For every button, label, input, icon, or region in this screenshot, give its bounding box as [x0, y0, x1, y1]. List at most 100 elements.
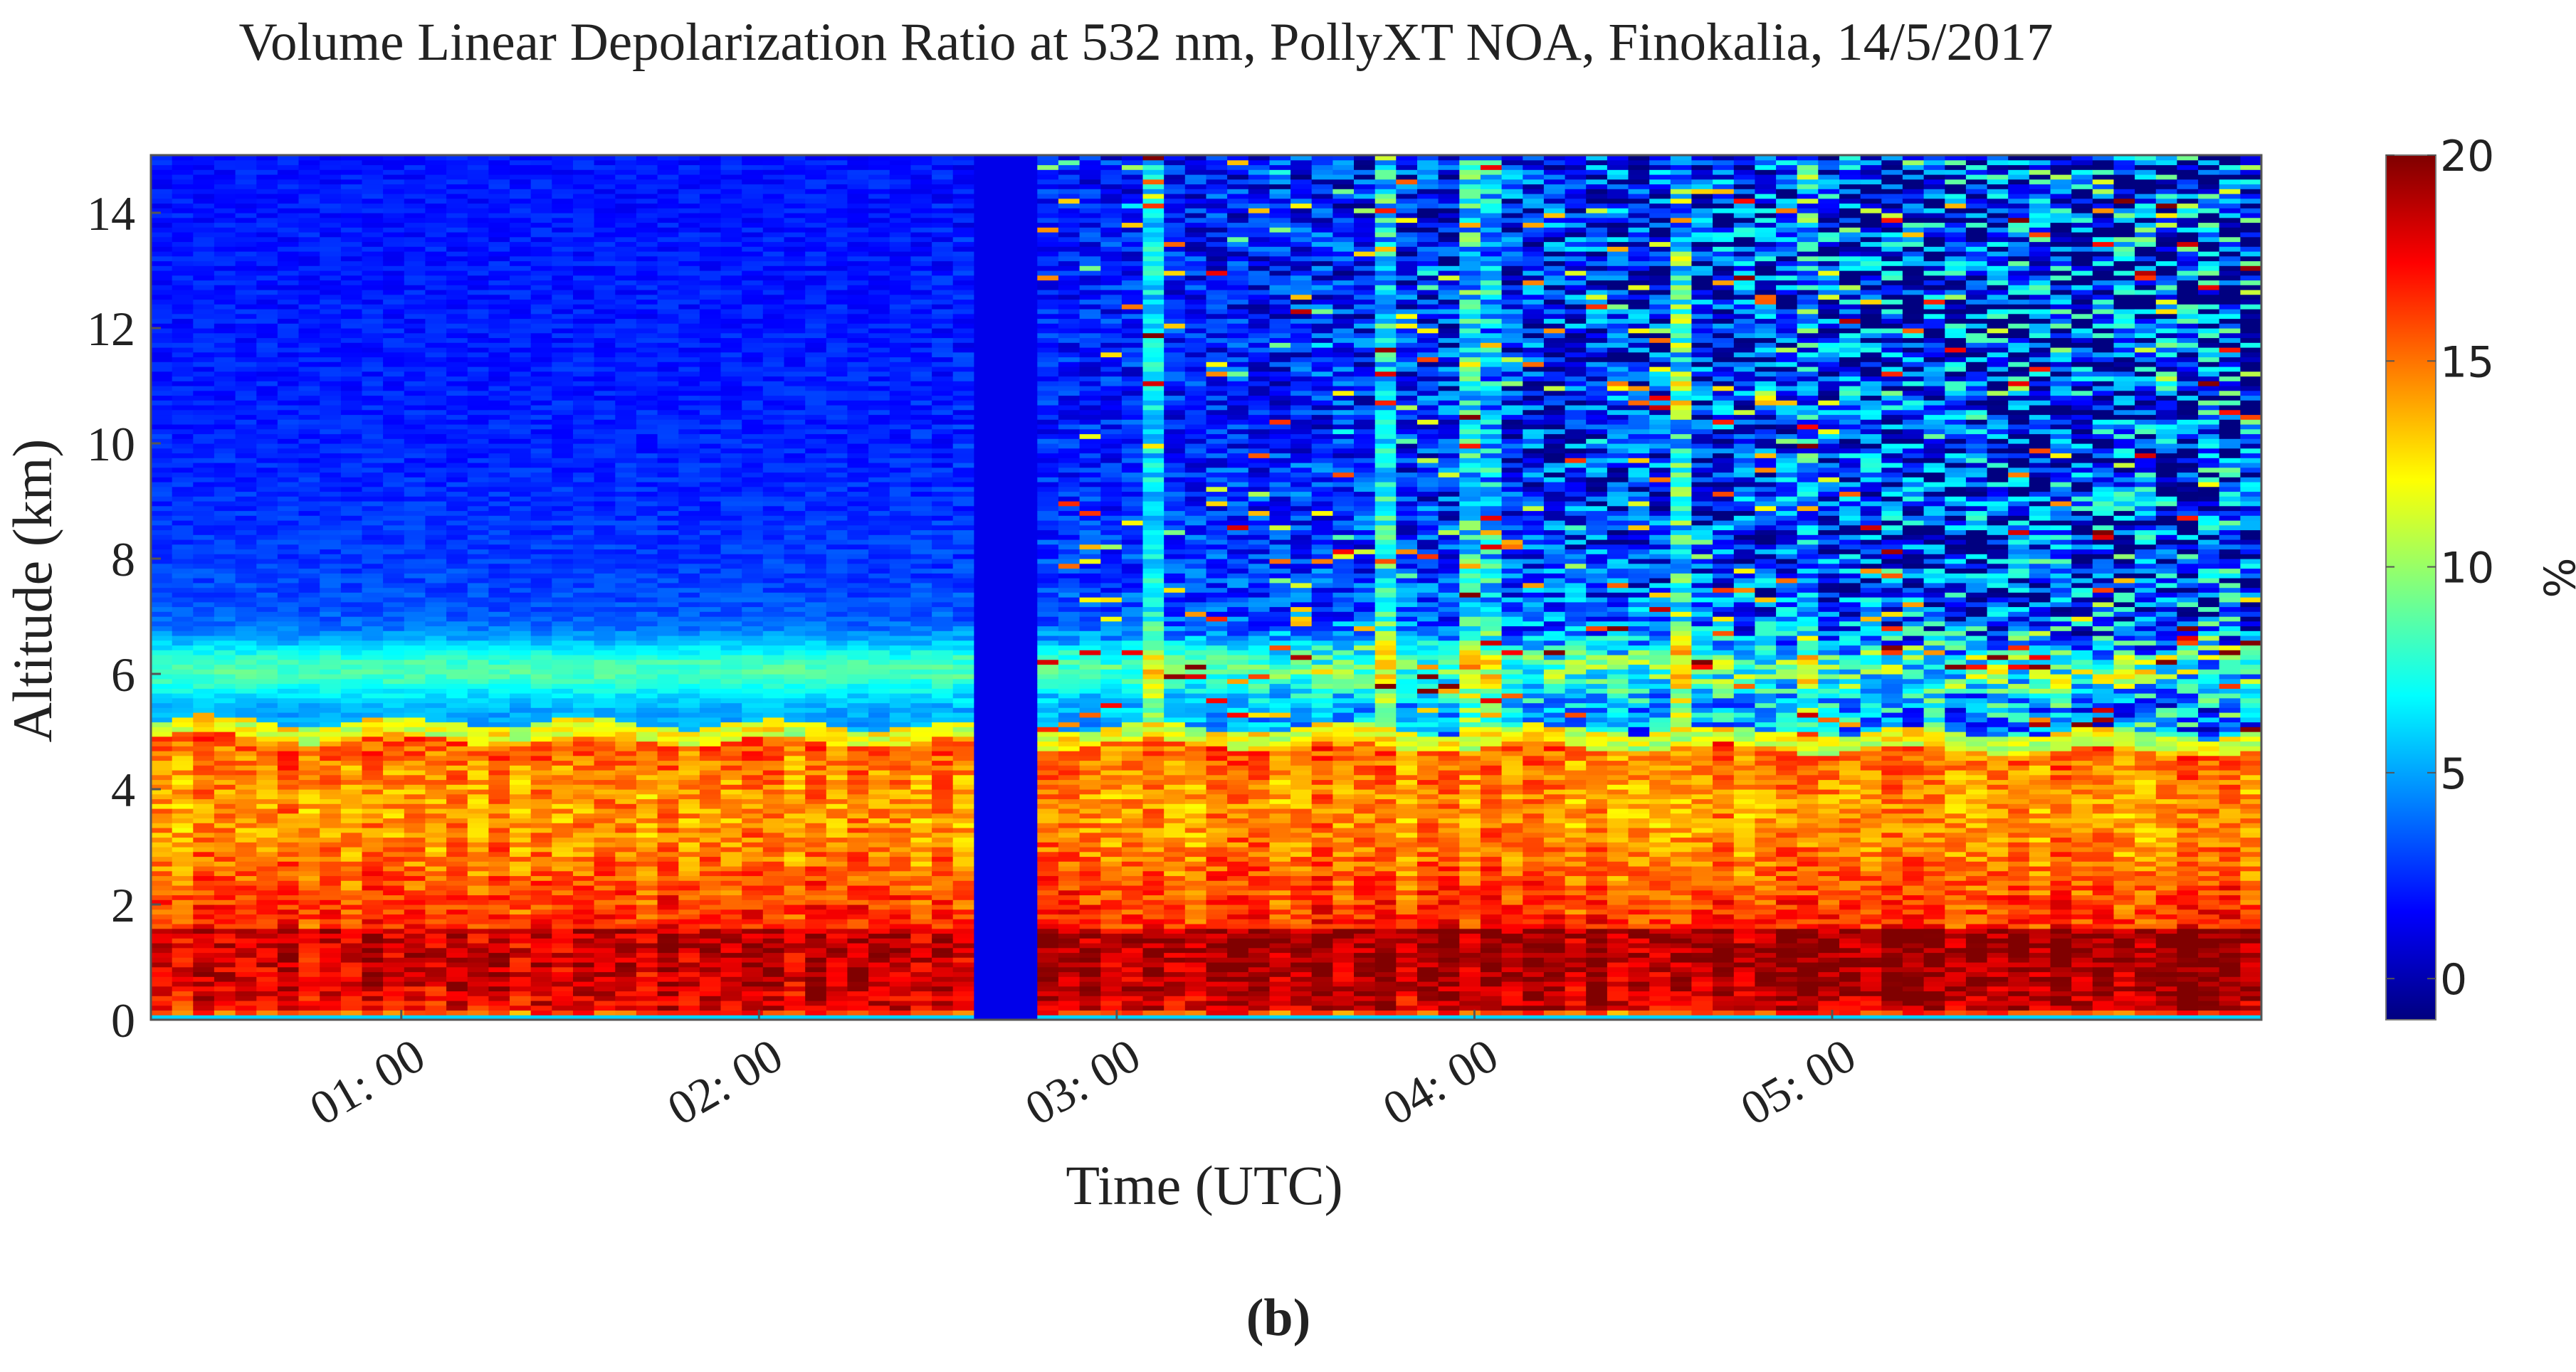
chart-title: Volume Linear Depolarization Ratio at 53…: [239, 13, 2054, 72]
heatmap-cell: [720, 683, 742, 689]
heatmap-cell: [425, 323, 447, 329]
heatmap-cell: [340, 832, 363, 838]
heatmap-cell: [256, 981, 278, 987]
heatmap-cell: [151, 520, 173, 526]
heatmap-cell: [657, 549, 679, 554]
heatmap-cell: [362, 803, 384, 809]
heatmap-cell: [467, 856, 490, 862]
heatmap-cell: [425, 962, 447, 968]
heatmap-cell: [678, 616, 700, 622]
heatmap-cell: [320, 674, 342, 680]
heatmap-cell: [467, 169, 490, 175]
heatmap-cell: [467, 520, 490, 526]
heatmap-cell: [172, 352, 194, 358]
heatmap-cell: [256, 227, 278, 233]
heatmap-cell: [720, 832, 742, 838]
heatmap-cell: [636, 813, 658, 819]
heatmap-cell: [235, 760, 257, 766]
heatmap-cell: [678, 933, 700, 939]
heatmap-cell: [172, 813, 194, 819]
heatmap-cell: [235, 895, 257, 900]
heatmap-cell: [172, 760, 194, 766]
heatmap-cell: [404, 635, 426, 641]
heatmap-cell: [172, 520, 194, 526]
heatmap-cell: [277, 669, 300, 675]
heatmap-cell: [699, 362, 722, 367]
heatmap-cell: [510, 582, 532, 589]
heatmap-cell: [678, 270, 700, 276]
heatmap-cell: [699, 880, 722, 886]
heatmap-cell: [446, 943, 468, 949]
heatmap-cell: [636, 529, 658, 535]
heatmap-cell: [657, 899, 679, 905]
heatmap-cell: [425, 198, 447, 204]
heatmap-cell: [256, 524, 278, 531]
heatmap-cell: [446, 789, 468, 795]
heatmap-cell: [699, 914, 722, 919]
heatmap-cell: [636, 467, 658, 473]
heatmap-cell: [235, 409, 257, 416]
heatmap-cell: [298, 265, 320, 271]
heatmap-cell: [594, 947, 616, 954]
heatmap-cell: [510, 669, 532, 675]
heatmap-cell: [277, 597, 300, 603]
heatmap-cell: [298, 712, 320, 718]
heatmap-cell: [594, 655, 616, 660]
heatmap-cell: [214, 659, 236, 665]
heatmap-cell: [720, 400, 742, 406]
heatmap-cell: [488, 395, 510, 401]
heatmap-cell: [720, 741, 742, 746]
heatmap-cell: [678, 371, 700, 377]
heatmap-cell: [383, 232, 405, 238]
heatmap-cell: [235, 554, 257, 559]
heatmap-cell: [510, 616, 532, 622]
heatmap-cell: [298, 722, 320, 727]
heatmap-cell: [425, 971, 447, 977]
heatmap-cell: [256, 424, 278, 430]
heatmap-cell: [214, 544, 236, 550]
heatmap-cell: [530, 386, 552, 391]
heatmap-cell: [277, 943, 300, 949]
heatmap-cell: [530, 501, 552, 507]
heatmap-cell: [151, 362, 173, 367]
heatmap-cell: [340, 774, 363, 781]
heatmap-cell: [404, 587, 426, 593]
heatmap-cell: [615, 222, 637, 228]
heatmap-cell: [320, 755, 342, 761]
heatmap-cell: [404, 971, 426, 977]
heatmap-cell: [657, 222, 679, 228]
heatmap-cell: [657, 895, 679, 900]
heatmap-cell: [298, 635, 320, 641]
heatmap-cell: [678, 386, 700, 391]
heatmap-cell: [636, 909, 658, 915]
heatmap-cell: [594, 482, 616, 487]
heatmap-cell: [320, 275, 342, 281]
heatmap-cell: [172, 582, 194, 589]
heatmap-cell: [510, 587, 532, 593]
heatmap-cell: [425, 928, 447, 934]
heatmap-cell: [340, 640, 363, 646]
heatmap-cell: [193, 981, 215, 987]
heatmap-cell: [340, 606, 363, 612]
heatmap-cell: [615, 621, 637, 627]
heatmap-cell: [510, 270, 532, 276]
heatmap-cell: [720, 414, 742, 420]
heatmap-cell: [172, 275, 194, 281]
heatmap-cell: [425, 448, 447, 454]
heatmap-cell: [383, 285, 405, 290]
heatmap-cell: [657, 688, 679, 694]
heatmap-cell: [615, 559, 637, 564]
heatmap-cell: [467, 582, 490, 589]
heatmap-cell: [488, 669, 510, 675]
heatmap-cell: [636, 582, 658, 589]
heatmap-cell: [172, 904, 194, 910]
heatmap-cell: [151, 529, 173, 535]
heatmap-cell: [298, 818, 320, 823]
heatmap-cell: [172, 635, 194, 641]
heatmap-cell: [720, 847, 742, 853]
heatmap-cell: [172, 697, 194, 704]
heatmap-cell: [235, 424, 257, 430]
heatmap-cell: [552, 376, 574, 381]
heatmap-cell: [488, 611, 510, 617]
heatmap-cell: [699, 986, 722, 992]
